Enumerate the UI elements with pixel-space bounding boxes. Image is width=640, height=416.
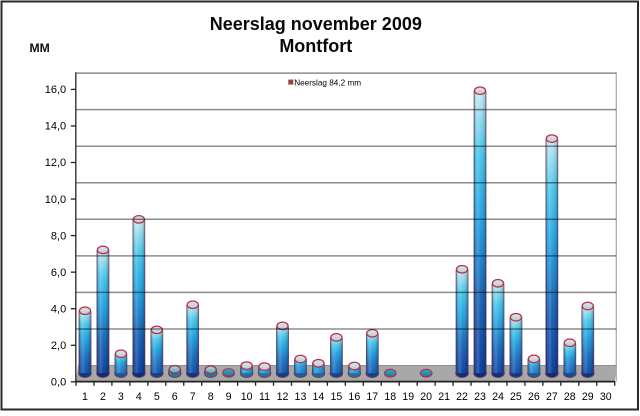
svg-text:16,0: 16,0	[45, 84, 66, 96]
svg-text:10,0: 10,0	[45, 194, 66, 206]
svg-text:5: 5	[154, 391, 160, 403]
svg-text:24: 24	[492, 391, 504, 403]
svg-text:26: 26	[528, 391, 540, 403]
svg-text:19: 19	[402, 391, 414, 403]
svg-text:8: 8	[208, 391, 214, 403]
svg-text:22: 22	[456, 391, 468, 403]
svg-text:30: 30	[600, 391, 612, 403]
svg-text:14,0: 14,0	[45, 121, 66, 133]
svg-text:7: 7	[190, 391, 196, 403]
svg-text:12: 12	[277, 391, 289, 403]
svg-text:21: 21	[438, 391, 450, 403]
svg-text:2: 2	[100, 391, 106, 403]
svg-text:6: 6	[172, 391, 178, 403]
svg-text:18: 18	[384, 391, 396, 403]
svg-text:20: 20	[420, 391, 432, 403]
svg-text:Neerslag 84,2 mm: Neerslag 84,2 mm	[294, 79, 361, 88]
svg-text:6,0: 6,0	[51, 267, 66, 279]
svg-text:1: 1	[82, 391, 88, 403]
svg-text:27: 27	[546, 391, 558, 403]
svg-text:11: 11	[259, 391, 270, 403]
svg-text:23: 23	[474, 391, 486, 403]
svg-text:Neerslag november 2009: Neerslag november 2009	[210, 14, 422, 34]
svg-text:4: 4	[136, 391, 142, 403]
svg-text:0,0: 0,0	[51, 377, 66, 389]
svg-text:15: 15	[330, 391, 342, 403]
svg-text:29: 29	[582, 391, 594, 403]
svg-text:14: 14	[313, 391, 325, 403]
svg-text:17: 17	[366, 391, 378, 403]
svg-text:13: 13	[295, 391, 307, 403]
svg-text:Montfort: Montfort	[279, 36, 352, 56]
svg-text:16: 16	[348, 391, 360, 403]
svg-text:3: 3	[118, 391, 124, 403]
svg-text:28: 28	[564, 391, 576, 403]
svg-text:25: 25	[510, 391, 522, 403]
svg-text:MM: MM	[30, 41, 50, 55]
svg-text:12,0: 12,0	[45, 157, 66, 169]
svg-text:4,0: 4,0	[51, 303, 66, 315]
svg-text:9: 9	[226, 391, 232, 403]
svg-text:10: 10	[241, 391, 253, 403]
svg-text:2,0: 2,0	[51, 340, 66, 352]
svg-text:8,0: 8,0	[51, 230, 66, 242]
